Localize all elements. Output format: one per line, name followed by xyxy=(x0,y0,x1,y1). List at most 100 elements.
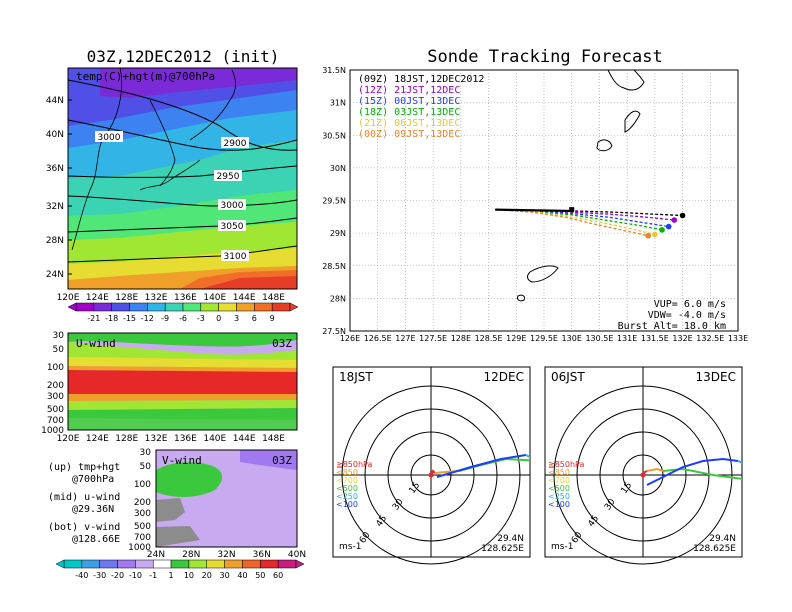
u-pressure-label: 500 xyxy=(47,405,64,415)
wind-colorbar-label: 40 xyxy=(237,571,247,580)
track-line xyxy=(495,208,649,237)
track-legend-item: (12Z) 21JST,12DEC xyxy=(358,85,460,96)
track-end-point xyxy=(659,227,665,233)
map-lon-label: 128E xyxy=(115,293,138,303)
map-lon-label: 136E xyxy=(174,293,197,303)
u-pressure-label: 30 xyxy=(53,331,65,341)
u-lon-label: 132E xyxy=(145,434,168,444)
wind-colorbar-swatch xyxy=(188,559,208,569)
hodo-lon: 128.625E xyxy=(481,544,524,554)
hodo-level-label: <700 xyxy=(336,476,358,485)
wind-colorbar-swatch xyxy=(260,559,279,569)
temp-colorbar-swatch xyxy=(75,302,95,312)
u-wind-time: 03Z xyxy=(272,337,292,350)
temp-colorbar-label: -21 xyxy=(87,314,100,323)
hodo-unit: ms-1 xyxy=(339,542,361,552)
v-lat-label: 36N xyxy=(253,550,271,560)
hodo-unit: ms-1 xyxy=(551,542,573,552)
u-lon-label: 128E xyxy=(115,434,138,444)
hodo-date: 13DEC xyxy=(696,370,736,384)
contour-label: 3100 xyxy=(224,252,247,262)
track-lon-label: 126.5E xyxy=(364,334,392,343)
track-lon-label: 129.5E xyxy=(530,334,558,343)
track-end-point xyxy=(652,231,658,238)
temp-colorbar-swatch xyxy=(218,302,237,312)
wind-colorbar-label: 1 xyxy=(169,571,174,580)
v-pressure-label: 1000 xyxy=(128,543,151,553)
wind-colorbar-label: -30 xyxy=(93,571,106,580)
track-lon-label: 131E xyxy=(617,334,637,343)
track-lon-label: 132.5E xyxy=(696,334,724,343)
track-end-point xyxy=(671,217,678,223)
wind-colorbar-label: 20 xyxy=(202,571,212,580)
v-pressure-label: 300 xyxy=(134,509,151,519)
u-lon-label: 148E xyxy=(262,434,285,444)
wind-colorbar-label: -40 xyxy=(75,571,88,580)
wind-colorbar-label: 30 xyxy=(220,571,230,580)
track-lon-label: 128E xyxy=(451,334,471,343)
hodo-level-label: <500 xyxy=(336,484,358,493)
wind-colorbar: -40 -30 -20 -10 -1 1 10 20 30 40 50 60 xyxy=(55,559,305,580)
right-title: Sonde Tracking Forecast xyxy=(427,47,662,67)
map-panel-label: temp(C)+hgt(m)@700hPa xyxy=(76,70,215,83)
wind-colorbar-swatch xyxy=(63,559,83,569)
side-note-line1: (up) tmp+hgt xyxy=(48,462,120,473)
temp-colorbar-label: -3 xyxy=(197,314,205,323)
hodo-level-label: <850 xyxy=(336,468,358,477)
temp-colorbar-swatch xyxy=(254,302,273,312)
hodo-origin xyxy=(640,472,646,478)
u-pressure-label: 300 xyxy=(47,392,64,402)
track-lon-label: 130E xyxy=(562,334,582,343)
track-lon-label: 132E xyxy=(672,334,692,343)
map-lat-label: 32N xyxy=(46,202,64,212)
track-lat-label: 28.5N xyxy=(322,262,346,271)
param-vdw: VDW= -4.0 m/s xyxy=(648,310,726,321)
map-lat-label: 40N xyxy=(46,130,64,140)
map-lon-label: 140E xyxy=(203,293,226,303)
track-lon-label: 130.5E xyxy=(585,334,613,343)
param-vup: VUP= 6.0 m/s xyxy=(654,299,726,310)
map-lon-label: 124E xyxy=(86,293,109,303)
track-lat-labels: 31.5N 31N 30.5N 30N 29.5N 29N 28.5N 28N 27.5N xyxy=(322,66,346,336)
wind-colorbar-label: 10 xyxy=(184,571,194,580)
track-lat-label: 31N xyxy=(330,99,346,108)
temp-colorbar-label: 6 xyxy=(252,314,257,323)
v-wind-time: 03Z xyxy=(272,454,292,467)
v-lat-label: 32N xyxy=(217,550,235,560)
v-wind-label: V-wind xyxy=(162,454,202,467)
hodo-level-label: <700 xyxy=(548,476,570,485)
temp-colorbar-swatch xyxy=(164,302,184,312)
temp-colorbar-swatch xyxy=(147,302,166,312)
temp-colorbar-label: -15 xyxy=(123,314,136,323)
u-pressure-label: 700 xyxy=(47,416,64,426)
temp-colorbar-label: -18 xyxy=(105,314,118,323)
temp-colorbar-swatch xyxy=(111,302,130,312)
v-pressure-label: 700 xyxy=(134,533,151,543)
side-note-line1: (bot) v-wind xyxy=(48,522,120,533)
track-lon-label: 129E xyxy=(506,334,526,343)
wind-colorbar-label: -10 xyxy=(129,571,142,580)
temp-colorbar-label: -12 xyxy=(141,314,154,323)
track-lat-label: 28N xyxy=(330,294,346,303)
hodo-origin xyxy=(428,472,434,478)
map-lat-label: 24N xyxy=(46,270,64,280)
u-lon-label: 140E xyxy=(203,434,226,444)
map-lat-label: 28N xyxy=(46,236,64,246)
track-panel: 31.5N 31N 30.5N 30N 29.5N 29N 28.5N 28N 27.5N 12… xyxy=(322,66,748,343)
track-lon-label: 133E xyxy=(728,334,748,343)
v-lat-label: 28N xyxy=(182,550,200,560)
temp-colorbar-swatch xyxy=(182,302,202,312)
track-legend-item: (00Z) 09JST,13DEC xyxy=(358,129,460,140)
wind-colorbar-arrow-left xyxy=(55,559,65,569)
wind-colorbar-swatch xyxy=(152,559,172,569)
side-note-line2: @128.66E xyxy=(72,534,120,545)
track-legend: (09Z) 18JST,12DEC2012(12Z) 21JST,12DEC(1… xyxy=(358,74,484,140)
left-title: 03Z,12DEC2012 (init) xyxy=(87,47,280,66)
hodo-level-label: <850 xyxy=(548,468,570,477)
track-lon-labels: 126E 126.5E 127E 127.5E 128E 128.5E 129E 129.5E… xyxy=(340,334,748,343)
